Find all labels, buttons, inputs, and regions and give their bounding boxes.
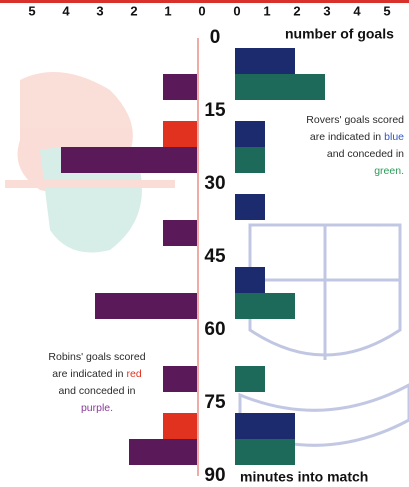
- y-tick-label: 75: [204, 392, 226, 413]
- bar: [235, 48, 295, 74]
- bar: [235, 74, 325, 100]
- annotation: and conceded in: [327, 148, 404, 160]
- annotation: are indicated in red: [52, 368, 142, 380]
- x-left-tick-label: 2: [130, 3, 137, 18]
- y-axis-label: minutes into match: [240, 469, 368, 485]
- annotation-part: red: [127, 368, 142, 380]
- bar: [235, 194, 265, 220]
- x-axis-label: number of goals: [285, 26, 394, 42]
- x-tick-label: 1: [263, 3, 270, 18]
- bar: [235, 413, 295, 439]
- annotation: and conceded in: [58, 385, 135, 397]
- x-tick-label: 4: [353, 3, 361, 18]
- y-tick-label: 30: [204, 173, 225, 194]
- annotation-part: purple.: [81, 402, 113, 414]
- y-tick-label: 0: [210, 27, 221, 48]
- bar: [235, 121, 265, 147]
- x-tick-label: 5: [383, 3, 390, 18]
- bar: [163, 121, 197, 147]
- y-tick-label: 60: [204, 319, 225, 340]
- x-tick-label: 2: [293, 3, 300, 18]
- bar: [235, 147, 265, 173]
- annotation: Rovers' goals scored: [306, 114, 404, 126]
- annotation: Robins' goals scored: [48, 351, 145, 363]
- x-tick-label: 3: [323, 3, 330, 18]
- bar: [235, 366, 265, 392]
- annotation-part: blue: [384, 131, 404, 143]
- bar: [163, 366, 197, 392]
- bar: [235, 267, 265, 293]
- bar: [129, 439, 197, 465]
- annotation-part: Robins' goals scored: [48, 351, 145, 363]
- bar: [235, 439, 295, 465]
- annotation-part: Rovers' goals scored: [306, 114, 404, 126]
- x-left-tick-label: 3: [96, 3, 103, 18]
- annotation-part: and conceded in: [58, 385, 135, 397]
- x-tick-label: 0: [233, 3, 240, 18]
- bar: [163, 220, 197, 246]
- annotation: are indicated in blue: [310, 131, 404, 143]
- y-tick-label: 90: [204, 465, 225, 486]
- annotation-part: and conceded in: [327, 148, 404, 160]
- bar: [235, 293, 295, 319]
- x-left-tick-label: 1: [164, 3, 171, 18]
- annotation-part: are indicated in: [310, 131, 381, 143]
- annotation: purple.: [81, 402, 113, 414]
- annotation: green.: [374, 165, 404, 177]
- y-tick-label: 45: [204, 246, 226, 267]
- bar: [95, 293, 197, 319]
- top-rule: [0, 0, 409, 3]
- x-left-tick-label: 5: [28, 3, 35, 18]
- bar: [163, 413, 197, 439]
- bar: [61, 147, 197, 173]
- bar: [163, 74, 197, 100]
- annotation-part: green.: [374, 165, 404, 177]
- x-left-tick-label: 0: [198, 3, 205, 18]
- x-left-tick-label: 4: [62, 3, 70, 18]
- annotation-part: are indicated in: [52, 368, 123, 380]
- y-tick-label: 15: [204, 100, 226, 121]
